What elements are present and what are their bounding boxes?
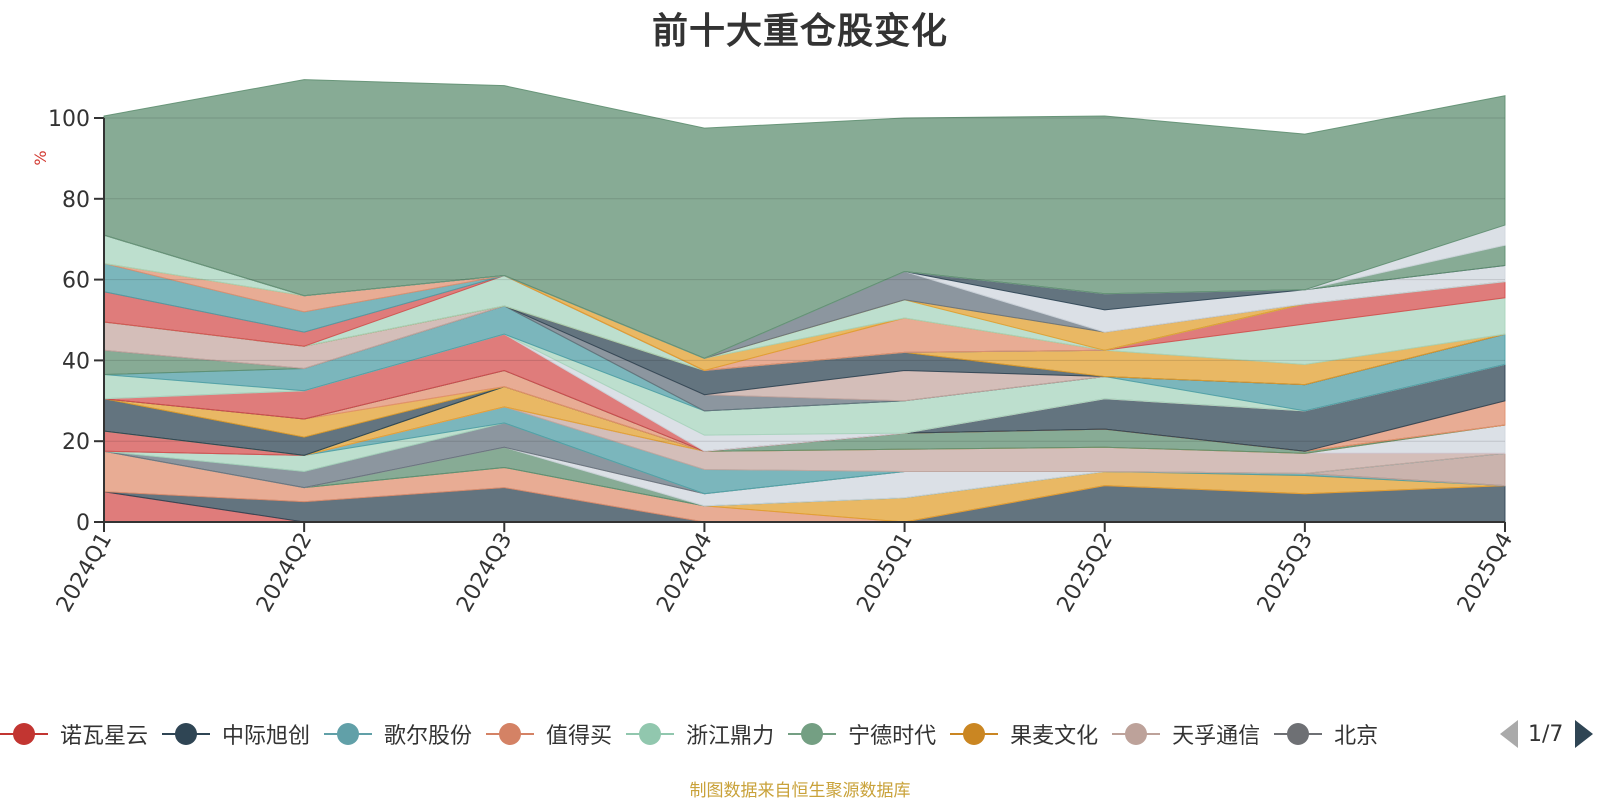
legend-label: 歌尔股份 [384,724,473,749]
x-tick-label: 2025Q4 [1453,529,1518,617]
y-tick-label: 20 [62,430,90,455]
legend-item[interactable]: 诺瓦星云 [0,712,148,756]
legend-item[interactable]: 天孚通信 [1112,712,1260,756]
legend-item[interactable]: 歌尔股份 [324,712,472,756]
x-tick-label: 2025Q2 [1053,529,1118,617]
x-tick-label: 2025Q3 [1253,529,1318,617]
y-tick-label: 100 [48,107,90,132]
area-layers [103,79,1506,523]
chart-title: 前十大重仓股变化 [651,11,948,52]
legend-label: 浙江鼎力 [686,724,775,749]
source-note: 制图数据来自恒生聚源数据库 [689,781,911,801]
legend-next-page-icon[interactable] [1575,720,1594,748]
legend-swatch-icon [950,722,999,746]
legend-swatch-icon [324,722,373,746]
legend-swatch-icon [788,722,837,746]
legend-item[interactable]: 宁德时代 [788,712,936,756]
x-tick-label: 2024Q1 [52,529,117,617]
legend-label: 诺瓦星云 [60,724,149,749]
x-tick-label: 2024Q4 [652,529,717,617]
y-tick-label: 40 [62,349,90,374]
legend-label: 值得买 [546,724,613,749]
y-tick-label: 80 [62,188,90,213]
legend-item[interactable]: 浙江鼎力 [626,712,774,756]
x-tick-label: 2024Q3 [452,529,517,617]
legend-pager: 1/7 [1500,712,1600,756]
legend-item[interactable]: 中际旭创 [162,712,310,756]
legend-label: 中际旭创 [222,724,311,749]
x-tick-label: 2025Q1 [852,529,917,617]
legend-label: 果麦文化 [1010,724,1099,749]
y-axis-unit: % [31,150,50,165]
x-tick-label: 2024Q2 [252,529,317,617]
grid-lines [104,117,1505,442]
legend-swatch-icon [626,722,675,746]
legend-swatch-icon [162,722,211,746]
legend-item[interactable]: 果麦文化 [950,712,1098,756]
legend-item[interactable]: 北京 [1274,712,1378,756]
legend-page-indicator: 1/7 [1528,721,1564,747]
stacked-area-chart: 0 20 40 60 80 100% 2024Q1 2024Q2 2024Q3 2024Q4 202… [31,79,1518,617]
legend-label: 天孚通信 [1172,724,1261,749]
legend-items: 诺瓦星云 中际旭创 歌尔股份 值得买 浙江鼎力 宁德时代 果麦文化 天孚通信 北京 [0,712,1484,756]
legend-item[interactable]: 值得买 [486,712,612,756]
legend-swatch-icon [1274,722,1323,746]
legend: 诺瓦星云 中际旭创 歌尔股份 值得买 浙江鼎力 宁德时代 果麦文化 天孚通信 北京 1/7 [0,712,1600,756]
y-tick-label: 60 [62,269,90,294]
legend-swatch-icon [0,722,48,746]
legend-swatch-icon [1112,722,1161,746]
legend-prev-page-icon[interactable] [1500,720,1518,748]
y-tick-label: 0 [76,511,90,536]
legend-swatch-icon [486,722,535,746]
legend-label: 北京 [1334,724,1379,749]
area-layer-42 [103,79,1506,359]
legend-label: 宁德时代 [848,724,937,749]
